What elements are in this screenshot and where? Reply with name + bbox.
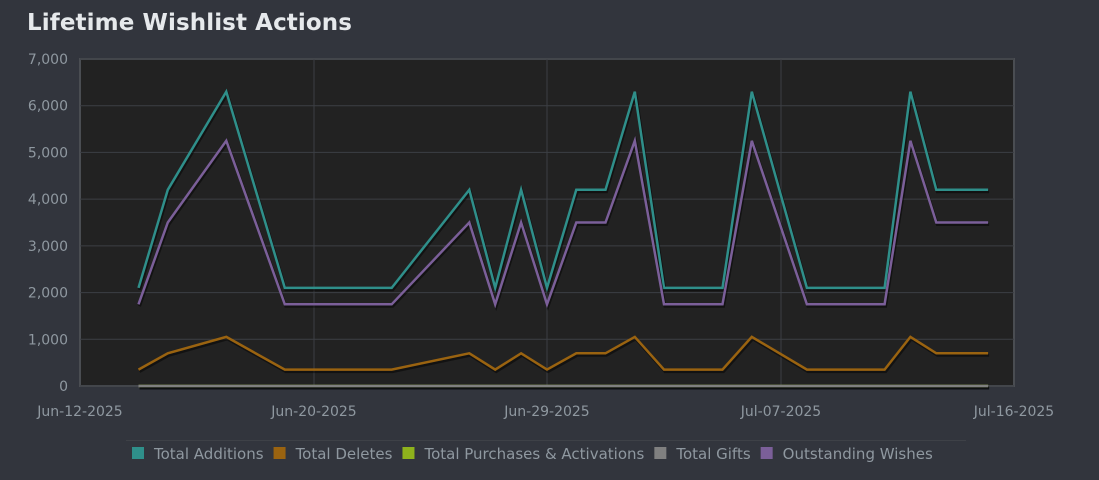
x-tick-label: Jun-20-2025 bbox=[270, 404, 356, 420]
legend-item[interactable]: Total Purchases & Activations bbox=[402, 445, 645, 463]
x-tick-label: Jul-07-2025 bbox=[740, 404, 821, 420]
legend-label: Total Purchases & Activations bbox=[423, 445, 644, 463]
legend-item[interactable]: Outstanding Wishes bbox=[760, 445, 933, 463]
legend-item[interactable]: Total Gifts bbox=[654, 445, 751, 463]
y-tick-label: 1,000 bbox=[28, 332, 68, 348]
y-tick-label: 5,000 bbox=[28, 145, 68, 161]
y-tick-label: 3,000 bbox=[28, 239, 68, 255]
series-line-total-deletes[interactable] bbox=[137, 335, 989, 372]
y-tick-label: 6,000 bbox=[28, 99, 68, 115]
legend-swatch bbox=[273, 447, 286, 459]
legend-swatch bbox=[760, 447, 773, 459]
y-tick-label: 4,000 bbox=[28, 192, 68, 208]
legend-label: Outstanding Wishes bbox=[783, 445, 933, 463]
y-tick-label: 7,000 bbox=[28, 52, 68, 68]
legend-label: Total Gifts bbox=[675, 445, 750, 463]
series-shadow bbox=[138, 136, 990, 312]
x-tick-label: Jun-12-2025 bbox=[36, 404, 122, 420]
legend-label: Total Deletes bbox=[295, 445, 393, 463]
legend-item[interactable]: Total Additions bbox=[132, 445, 264, 463]
legend-label: Total Additions bbox=[153, 445, 264, 463]
chart-title: Lifetime Wishlist Actions bbox=[27, 10, 353, 36]
series-shadow bbox=[138, 336, 990, 374]
legend-swatch bbox=[132, 447, 144, 459]
y-tick-label: 0 bbox=[59, 379, 68, 395]
legend-swatch bbox=[402, 447, 415, 459]
legend-swatch bbox=[654, 447, 667, 459]
y-tick-label: 2,000 bbox=[28, 286, 68, 302]
x-tick-label: Jun-29-2025 bbox=[503, 404, 589, 420]
series-line-outstanding-wishes[interactable] bbox=[137, 135, 989, 309]
x-tick-label: Jul-16-2025 bbox=[973, 404, 1054, 420]
series-line-total-additions[interactable] bbox=[137, 88, 989, 293]
series-shadow bbox=[138, 89, 990, 296]
legend-item[interactable]: Total Deletes bbox=[273, 445, 393, 463]
